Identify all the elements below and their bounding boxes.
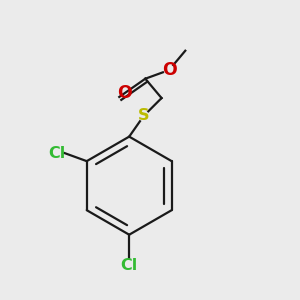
- Text: O: O: [117, 84, 132, 102]
- Text: S: S: [138, 108, 149, 123]
- Text: Cl: Cl: [48, 146, 66, 160]
- Text: O: O: [162, 61, 176, 79]
- Text: Cl: Cl: [121, 258, 138, 273]
